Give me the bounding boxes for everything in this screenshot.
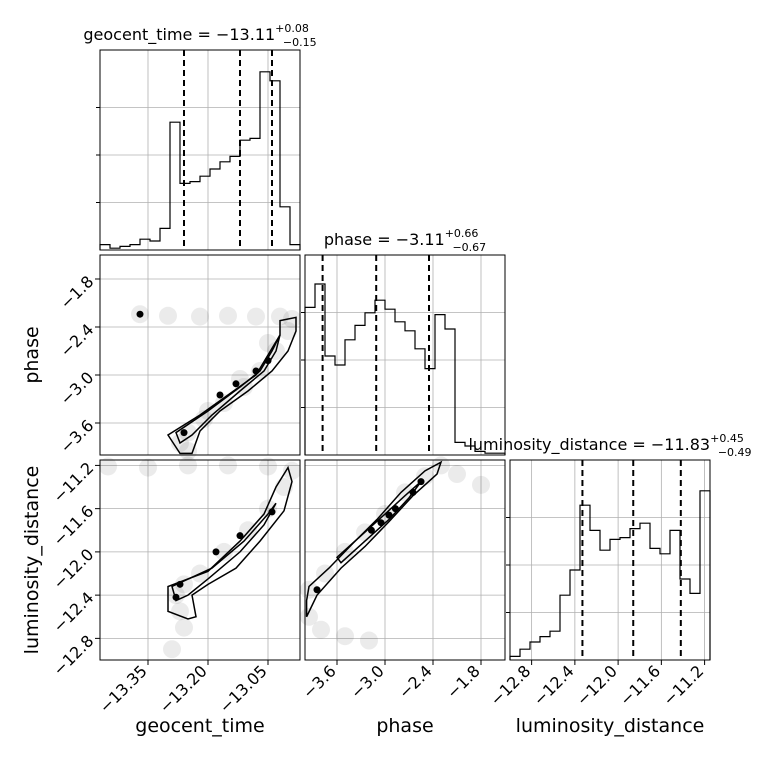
y-tick-label: −12.0	[49, 545, 97, 593]
x-tick-label: −13.35	[96, 661, 151, 716]
title-geocent_time: geocent_time = −13.11+0.08 −0.15	[83, 22, 316, 49]
title-plus: +0.45	[710, 432, 744, 445]
density-peak	[177, 581, 184, 588]
x-tick-label: −11.2	[659, 661, 707, 709]
sample-cloud	[336, 627, 354, 645]
density-peak	[217, 392, 224, 399]
x-tick-label: −12.8	[486, 661, 534, 709]
sample-cloud	[360, 632, 378, 650]
sample-cloud	[139, 459, 157, 477]
y-tick-label: −2.4	[56, 320, 97, 361]
x-tick-label: −11.6	[616, 661, 664, 709]
density-peak	[233, 380, 240, 387]
density-peak	[392, 505, 399, 512]
sample-cloud	[191, 308, 209, 326]
title-luminosity_distance: luminosity_distance = −11.83+0.45 −0.49	[468, 432, 751, 459]
y-axis-label-phase: phase	[21, 326, 43, 383]
sample-cloud	[163, 640, 181, 658]
title-plus: +0.66	[445, 227, 479, 240]
y-tick-label: −12.4	[49, 588, 97, 636]
density-peak	[418, 478, 425, 485]
x-tick-label: −12.4	[530, 661, 578, 709]
x-tick-label: −13.20	[156, 661, 211, 716]
title-plus: +0.08	[275, 22, 309, 35]
density-peak	[181, 429, 188, 436]
density-peak	[253, 368, 260, 375]
sample-cloud	[159, 307, 177, 325]
sample-cloud	[259, 334, 277, 352]
y-tick-label: −11.2	[49, 458, 97, 506]
title-base: geocent_time = −13.11	[83, 25, 275, 45]
density-peak	[173, 594, 180, 601]
sample-cloud	[279, 322, 297, 340]
density-peak	[314, 586, 321, 593]
histogram-phase	[305, 284, 505, 455]
density-peak	[378, 519, 385, 526]
density-peak	[137, 311, 144, 318]
density-peak	[265, 357, 272, 364]
axes-frame-phase	[305, 255, 505, 455]
y-tick-label: −11.6	[49, 502, 97, 550]
y-axis-label-luminosity_distance: luminosity_distance	[21, 466, 43, 655]
y-tick-label: −3.0	[56, 368, 97, 409]
histogram-geocent_time	[100, 72, 300, 250]
sample-cloud	[472, 476, 490, 494]
x-axis-label-phase: phase	[376, 715, 433, 737]
title-base: phase = −3.11	[324, 230, 445, 249]
x-tick-label: −3.6	[299, 661, 340, 702]
density-peak	[237, 532, 244, 539]
title-minus: −0.15	[283, 36, 317, 49]
x-tick-label: −13.05	[216, 661, 271, 716]
density-peak	[410, 489, 417, 496]
sample-cloud	[179, 456, 197, 474]
x-axis-label-luminosity_distance: luminosity_distance	[516, 715, 705, 737]
sample-cloud	[448, 465, 466, 483]
y-tick-label: −1.8	[56, 272, 97, 313]
y-tick-label: −12.8	[49, 631, 97, 679]
axes-frame-geocent_time-luminosity_distance	[100, 460, 300, 660]
title-phase: phase = −3.11+0.66 −0.67	[324, 227, 486, 254]
sample-cloud	[219, 307, 237, 325]
x-tick-label: −12.0	[573, 661, 621, 709]
sample-cloud	[247, 308, 265, 326]
sample-cloud	[175, 619, 193, 637]
sample-cloud	[219, 456, 237, 474]
title-minus: −0.49	[718, 446, 752, 459]
density-peak	[368, 527, 375, 534]
sample-cloud	[312, 621, 330, 639]
title-base: luminosity_distance = −11.83	[468, 435, 710, 455]
x-tick-label: −1.8	[443, 661, 484, 702]
density-contour	[307, 462, 441, 617]
density-peak	[269, 508, 276, 515]
x-axis-label-geocent_time: geocent_time	[135, 715, 264, 737]
title-minus: −0.67	[452, 241, 486, 254]
x-tick-label: −2.4	[395, 661, 436, 702]
y-tick-label: −3.6	[56, 416, 97, 457]
density-peak	[386, 512, 393, 519]
density-peak	[213, 548, 220, 555]
x-tick-label: −3.0	[347, 661, 388, 702]
